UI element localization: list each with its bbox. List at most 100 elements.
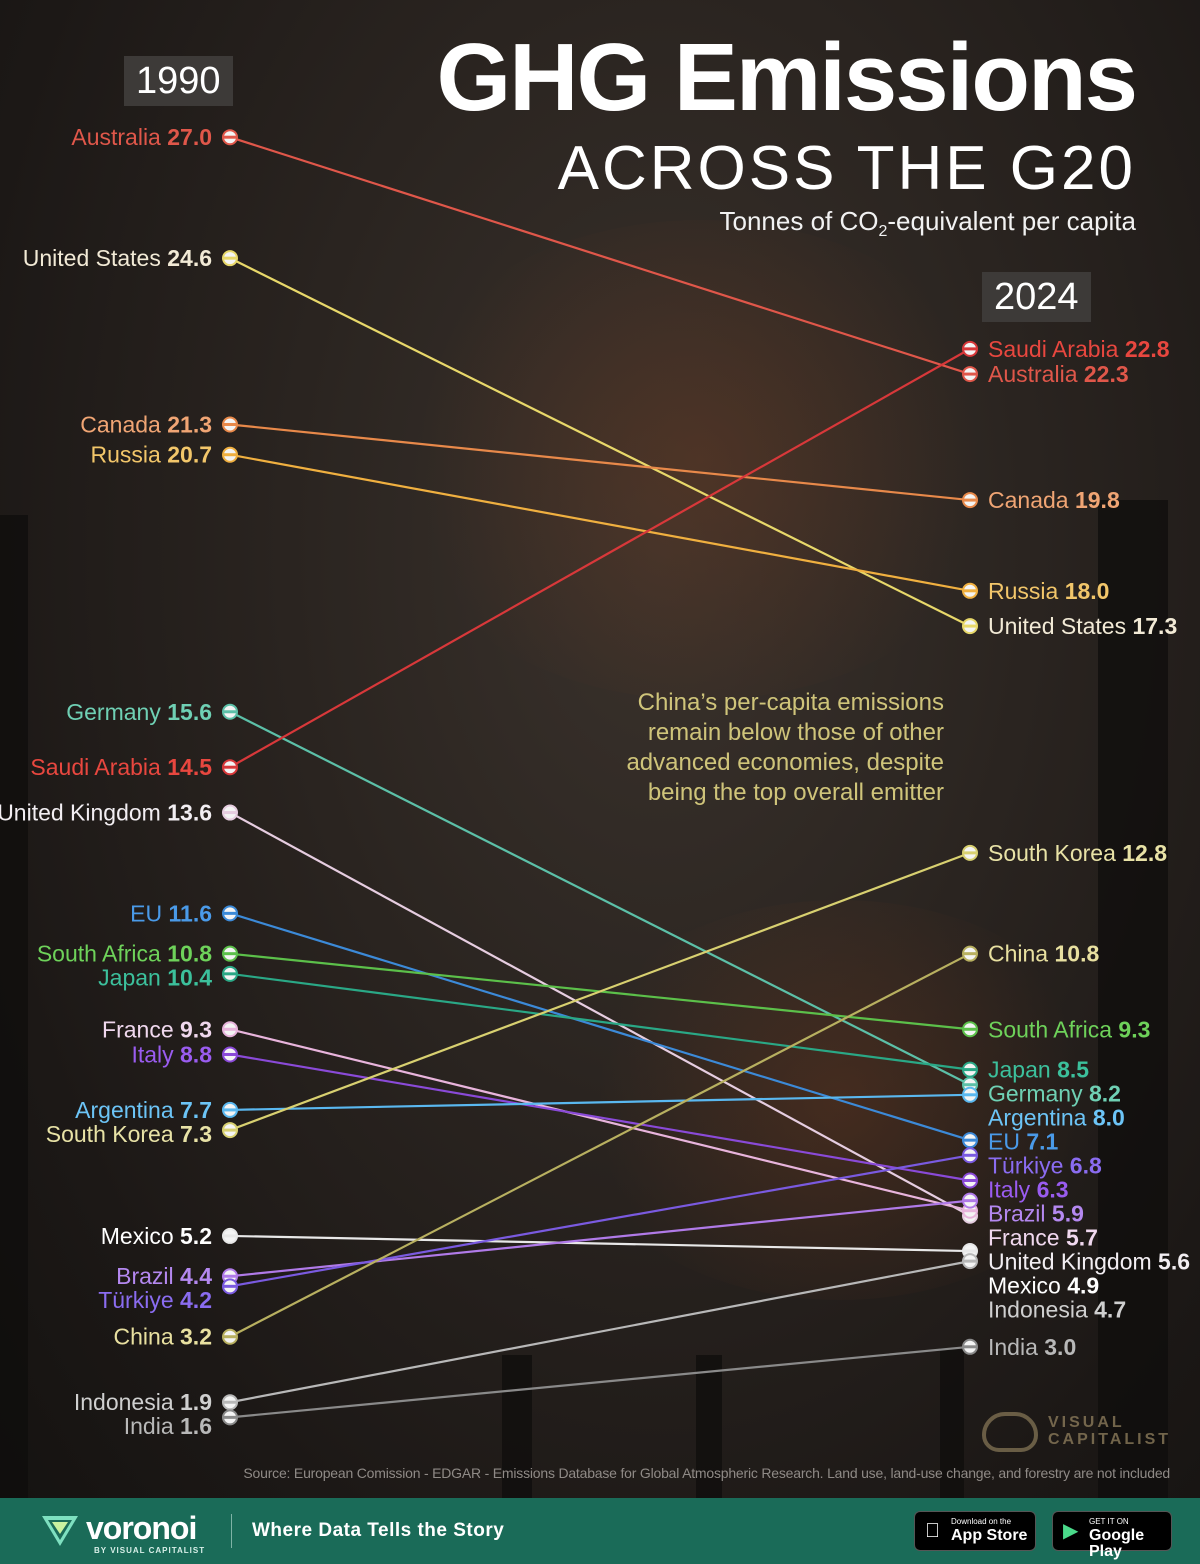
- flag-band-argentina-1990: [224, 1108, 236, 1112]
- flag-band-south-korea-2024: [964, 851, 976, 855]
- smokestack: [502, 1355, 532, 1500]
- label-saudi-arabia-1990: Saudi Arabia 14.5: [30, 754, 212, 780]
- google-play-button[interactable]: ▶ GET IT ON Google Play: [1052, 1511, 1172, 1560]
- label-south-africa-1990: South Africa 10.8: [37, 941, 212, 967]
- label-germany-2024: Germany 8.2: [988, 1081, 1121, 1107]
- flag-band-australia-2024: [964, 372, 976, 376]
- voronoi-logo[interactable]: voronoi BY VISUAL CAPITALIST: [40, 1510, 220, 1556]
- label-south-korea-1990: South Korea 7.3: [46, 1121, 212, 1147]
- label-japan-2024: Japan 8.5: [988, 1057, 1089, 1083]
- flag-band-argentina-2024: [964, 1093, 976, 1097]
- smokestack: [696, 1355, 722, 1500]
- slope-line-united-states: [229, 257, 971, 628]
- smokestack: [1098, 500, 1168, 1500]
- flag-band-united-states-2024: [964, 624, 976, 628]
- label-saudi-arabia-2024: Saudi Arabia 22.8: [988, 336, 1170, 362]
- flag-band-germany-2024: [964, 1083, 976, 1087]
- smokestack: [0, 515, 28, 1500]
- label-eu-1990: EU 11.6: [130, 900, 212, 926]
- label-brazil-2024: Brazil 5.9: [988, 1201, 1084, 1227]
- flag-band-japan-2024: [964, 1068, 976, 1072]
- slope-lines: [229, 136, 971, 1419]
- label-mexico-1990: Mexico 5.2: [101, 1223, 212, 1249]
- flag-band-italy-1990: [224, 1052, 236, 1056]
- vc-logo-text: VISUAL CAPITALIST: [1048, 1414, 1172, 1448]
- label-china-1990: China 3.2: [114, 1324, 212, 1350]
- footer-divider: [231, 1514, 232, 1548]
- label-russia-1990: Russia 20.7: [91, 442, 212, 468]
- flag-band-south-korea-1990: [224, 1128, 236, 1132]
- flag-band-russia-2024: [964, 589, 976, 593]
- flag-band-saudi-arabia-1990: [224, 765, 236, 769]
- label-united-kingdom-1990: United Kingdom 13.6: [0, 800, 212, 826]
- label-indonesia-2024: Indonesia 4.7: [988, 1297, 1126, 1323]
- flag-band-china-1990: [224, 1335, 236, 1339]
- source-note: Source: European Comission - EDGAR - Emi…: [243, 1465, 1170, 1481]
- flag-band-turkiye-1990: [224, 1284, 236, 1288]
- smokestack: [940, 1348, 964, 1500]
- flag-band-canada-2024: [964, 498, 976, 502]
- flag-band-saudi-arabia-2024: [964, 347, 976, 351]
- slope-line-indonesia: [229, 1260, 971, 1404]
- slope-chart: Australia 27.0 United States 24.6 Canada 2…: [0, 124, 1190, 1439]
- flag-band-south-africa-2024: [964, 1027, 976, 1031]
- flag-band-eu-1990: [224, 911, 236, 915]
- app-store-label: App Store: [951, 1527, 1028, 1544]
- footer-tagline: Where Data Tells the Story: [252, 1520, 505, 1541]
- label-south-korea-2024: South Korea 12.8: [988, 840, 1167, 866]
- app-store-button[interactable]:  Download on the App Store: [914, 1511, 1036, 1551]
- label-united-states-2024: United States 17.3: [988, 613, 1177, 639]
- slope-line-china: [229, 952, 971, 1338]
- slope-line-russia: [229, 453, 971, 592]
- slope-line-germany: [229, 710, 971, 1086]
- label-germany-1990: Germany 15.6: [66, 699, 212, 725]
- label-australia-2024: Australia 22.3: [988, 361, 1129, 387]
- slope-line-france: [229, 1028, 971, 1212]
- country-labels: Australia 27.0 United States 24.6 Canada 2…: [0, 124, 1190, 1439]
- label-india-2024: India 3.0: [988, 1334, 1076, 1360]
- label-italy-1990: Italy 8.8: [131, 1041, 212, 1067]
- flag-band-germany-1990: [224, 710, 236, 714]
- slope-line-italy: [229, 1053, 971, 1182]
- slope-line-india: [229, 1345, 971, 1419]
- play-icon: ▶: [1063, 1520, 1079, 1542]
- footer-bar: voronoi BY VISUAL CAPITALIST Where Data …: [0, 1498, 1200, 1564]
- label-india-1990: India 1.6: [124, 1413, 212, 1439]
- flag-band-south-africa-1990: [224, 952, 236, 956]
- label-canada-2024: Canada 19.8: [988, 487, 1120, 513]
- flag-band-united-kingdom-1990: [224, 811, 236, 815]
- unit-label: Tonnes of CO2-equivalent per capita: [719, 206, 1137, 241]
- flag-band-turkiye-2024: [964, 1153, 976, 1157]
- app-store-small-text: Download on the: [951, 1517, 1012, 1526]
- slope-line-united-kingdom: [229, 811, 971, 1217]
- voronoi-mark-icon: [42, 1516, 78, 1546]
- china-annotation: China’s per-capita emissions remain belo…: [626, 689, 944, 806]
- voronoi-byline: BY VISUAL CAPITALIST: [94, 1546, 206, 1555]
- flag-band-france-2024: [964, 1209, 976, 1213]
- label-france-1990: France 9.3: [102, 1016, 212, 1042]
- flag-band-italy-2024: [964, 1178, 976, 1182]
- label-argentina-2024: Argentina 8.0: [988, 1105, 1125, 1131]
- label-turkiye-1990: Türkiye 4.2: [98, 1287, 212, 1313]
- flag-band-japan-1990: [224, 972, 236, 976]
- slope-line-argentina: [229, 1093, 971, 1112]
- google-play-small-text: GET IT ON: [1089, 1517, 1129, 1526]
- label-australia-1990: Australia 27.0: [71, 124, 212, 150]
- label-italy-2024: Italy 6.3: [988, 1177, 1069, 1203]
- slope-line-saudi-arabia: [229, 347, 971, 769]
- label-france-2024: France 5.7: [988, 1225, 1098, 1251]
- slope-line-mexico: [229, 1234, 971, 1253]
- flag-band-indonesia-2024: [964, 1259, 976, 1263]
- flag-band-brazil-1990: [224, 1274, 236, 1278]
- visual-capitalist-logo: VISUAL CAPITALIST: [982, 1408, 1172, 1464]
- slope-line-canada: [229, 423, 971, 502]
- slope-line-eu: [229, 912, 971, 1142]
- label-canada-1990: Canada 21.3: [80, 411, 212, 437]
- flag-band-united-states-1990: [224, 256, 236, 260]
- year-badge-right: 2024: [982, 272, 1091, 322]
- label-japan-1990: Japan 10.4: [98, 965, 212, 991]
- flag-band-mexico-2024: [964, 1249, 976, 1253]
- chart-subtitle: ACROSS THE G20: [557, 134, 1136, 203]
- vc-mark-icon: [982, 1412, 1038, 1452]
- label-united-states-1990: United States 24.6: [23, 245, 212, 271]
